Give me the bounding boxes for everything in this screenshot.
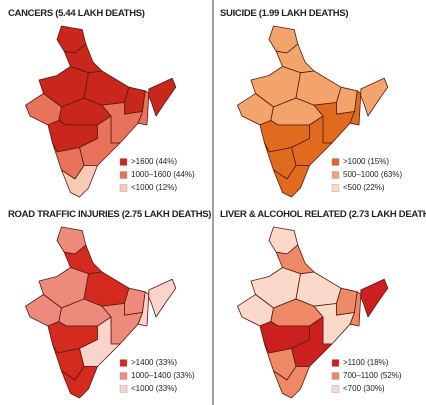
india-map [25,25,177,198]
state-region [273,366,310,399]
panel-title: CANCERS (5.44 LAKH DEATHS) [8,8,145,19]
legend-label: >1600 (44%) [131,157,177,166]
india-map [237,226,389,399]
legend-label: <1000 (12%) [131,183,177,192]
legend-label: <500 (22%) [343,183,385,192]
legend-label: 1000–1600 (44%) [131,170,195,179]
legend-label: <1000 (33%) [131,384,177,393]
state-region [360,278,389,318]
state-region [124,86,146,115]
panel-title: SUICIDE (1.99 LAKH DEATHS) [220,8,348,19]
legend-label: 1000–1400 (33%) [131,371,195,380]
legend-label: 500–1000 (63%) [343,170,402,179]
legend-label: >1100 (18%) [343,358,389,367]
india-map [237,25,389,198]
state-region [61,165,98,198]
india-map [25,226,177,399]
state-region [360,77,389,117]
state-region [148,278,177,318]
state-region [83,70,130,106]
legend-label: >1000 (15%) [343,157,389,166]
legend-swatch [119,372,128,380]
legend-swatch [119,171,128,179]
state-region [336,86,358,115]
state-region [124,287,146,316]
state-region [336,287,358,316]
legend-swatch [331,184,340,192]
legend-label: 700–1100 (52%) [343,371,402,380]
legend-swatch [119,184,128,192]
legend-swatch [119,158,128,166]
legend-swatch [119,359,128,367]
legend-swatch [331,372,340,380]
panel-title: LIVER & ALCOHOL RELATED (2.73 LAKH DEATH… [220,209,426,220]
legend-swatch [119,385,128,393]
panel-title: ROAD TRAFFIC INJURIES (2.75 LAKH DEATHS) [8,209,211,220]
legend-swatch [331,359,340,367]
state-region [295,271,342,307]
state-region [273,165,310,198]
legend-swatch [331,158,340,166]
state-region [295,70,342,106]
state-region [148,77,177,117]
legend-label: >1400 (33%) [131,358,177,367]
legend-swatch [331,171,340,179]
state-region [61,366,98,399]
legend-swatch [331,385,340,393]
state-region [83,271,130,307]
legend-label: <700 (30%) [343,384,385,393]
